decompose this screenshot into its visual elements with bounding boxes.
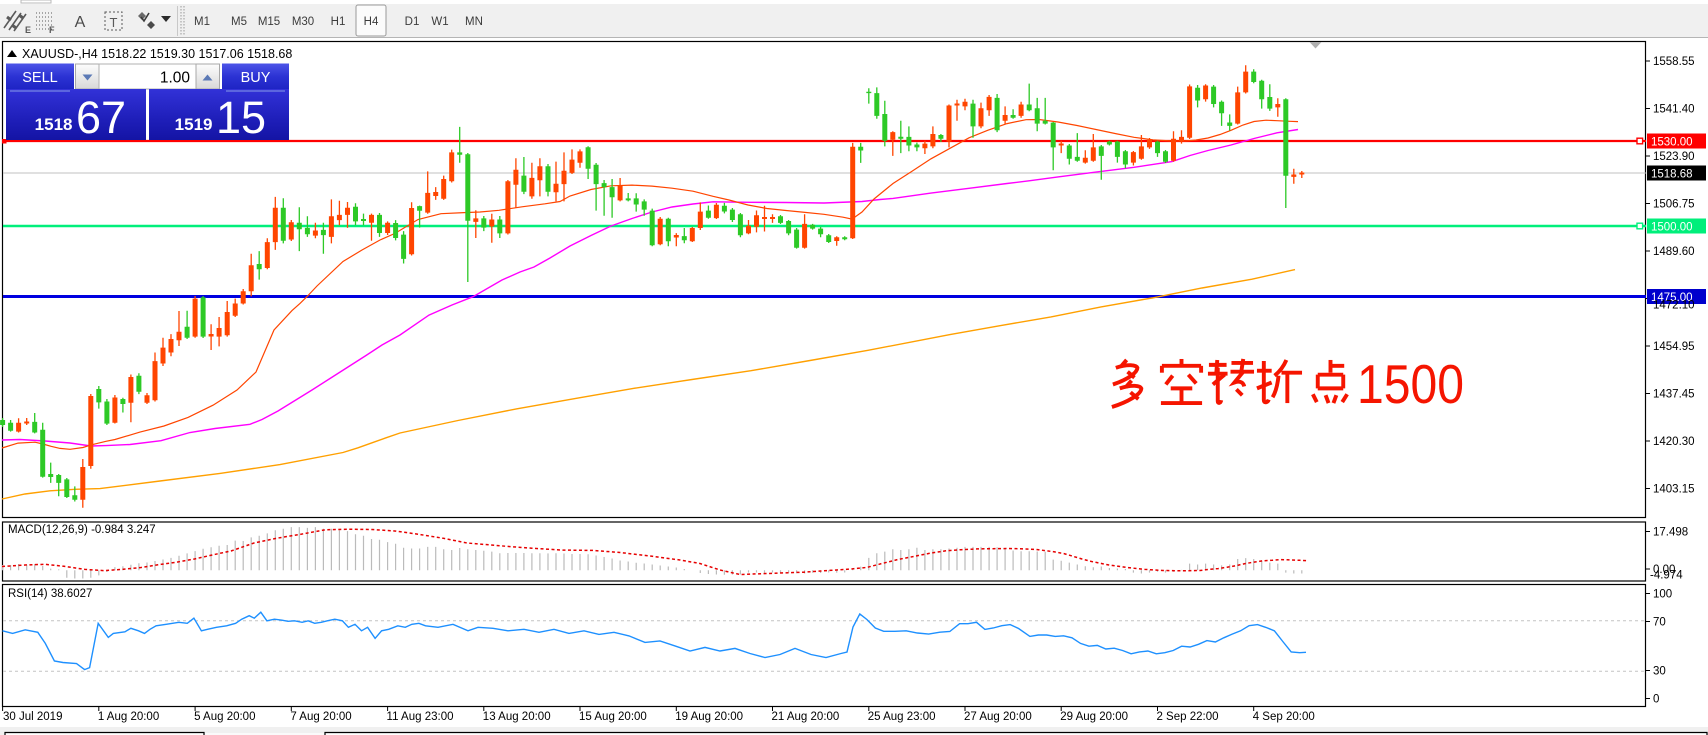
svg-text:100: 100 — [1653, 589, 1672, 601]
svg-text:-4.974: -4.974 — [1650, 570, 1683, 582]
svg-text:1420.30: 1420.30 — [1653, 436, 1695, 448]
svg-text:70: 70 — [1653, 617, 1666, 629]
svg-text:13 Aug 20:00: 13 Aug 20:00 — [483, 711, 551, 723]
svg-text:30: 30 — [1653, 666, 1666, 678]
svg-text:67: 67 — [76, 92, 126, 143]
svg-text:1403.15: 1403.15 — [1653, 484, 1695, 496]
svg-text:1472.10: 1472.10 — [1653, 300, 1695, 312]
svg-text:29 Aug 20:00: 29 Aug 20:00 — [1060, 711, 1128, 723]
svg-text:1489.60: 1489.60 — [1653, 246, 1695, 258]
svg-text:MACD(12,26,9) -0.984 3.247: MACD(12,26,9) -0.984 3.247 — [8, 524, 156, 536]
svg-text:1530.00: 1530.00 — [1651, 137, 1693, 149]
svg-text:1500: 1500 — [1357, 353, 1464, 415]
svg-text:W1: W1 — [431, 16, 448, 28]
svg-text:M30: M30 — [292, 16, 314, 28]
svg-text:1.00: 1.00 — [160, 70, 191, 87]
svg-text:1558.55: 1558.55 — [1653, 56, 1695, 68]
svg-text:1519: 1519 — [175, 115, 213, 134]
svg-text:H4: H4 — [364, 16, 379, 28]
svg-text:1500.00: 1500.00 — [1651, 222, 1693, 234]
svg-text:1523.90: 1523.90 — [1653, 151, 1695, 163]
svg-text:XAUUSD-,H4 1518.22 1519.30 15: XAUUSD-,H4 1518.22 1519.30 1517.06 1518.… — [22, 47, 292, 61]
svg-text:1475.00: 1475.00 — [1651, 292, 1693, 304]
svg-text:1454.95: 1454.95 — [1653, 341, 1695, 353]
svg-text:27 Aug 20:00: 27 Aug 20:00 — [964, 711, 1032, 723]
svg-text:2 Sep 22:00: 2 Sep 22:00 — [1156, 711, 1218, 723]
svg-text:D1: D1 — [405, 16, 420, 28]
svg-text:19 Aug 20:00: 19 Aug 20:00 — [675, 711, 743, 723]
svg-text:H1: H1 — [331, 16, 346, 28]
svg-text:0.00: 0.00 — [1653, 564, 1675, 576]
svg-text:17.498: 17.498 — [1653, 527, 1688, 539]
svg-text:RSI(14) 38.6027: RSI(14) 38.6027 — [8, 588, 92, 600]
svg-text:1541.40: 1541.40 — [1653, 104, 1695, 116]
svg-text:7 Aug 20:00: 7 Aug 20:00 — [290, 711, 351, 723]
svg-text:1518.68: 1518.68 — [1651, 169, 1693, 181]
svg-text:A: A — [75, 14, 86, 31]
svg-text:4 Sep 20:00: 4 Sep 20:00 — [1253, 711, 1315, 723]
svg-text:SELL: SELL — [22, 70, 57, 86]
svg-text:T: T — [110, 15, 118, 30]
svg-text:F: F — [49, 25, 55, 35]
svg-text:M15: M15 — [258, 16, 280, 28]
svg-text:30 Jul 2019: 30 Jul 2019 — [3, 711, 62, 723]
svg-text:1506.75: 1506.75 — [1653, 199, 1695, 211]
svg-text:11 Aug 23:00: 11 Aug 23:00 — [387, 711, 454, 723]
svg-text:M5: M5 — [231, 16, 247, 28]
svg-text:MN: MN — [465, 16, 483, 28]
svg-text:1 Aug 20:00: 1 Aug 20:00 — [98, 711, 159, 723]
svg-text:BUY: BUY — [241, 70, 271, 86]
svg-text:E: E — [25, 25, 31, 35]
svg-text:21 Aug 20:00: 21 Aug 20:00 — [772, 711, 840, 723]
svg-text:M1: M1 — [194, 16, 210, 28]
svg-text:1437.45: 1437.45 — [1653, 389, 1695, 401]
svg-text:5 Aug 20:00: 5 Aug 20:00 — [194, 711, 255, 723]
svg-text:25 Aug 23:00: 25 Aug 23:00 — [868, 711, 936, 723]
svg-text:15 Aug 20:00: 15 Aug 20:00 — [579, 711, 647, 723]
svg-text:0: 0 — [1653, 694, 1659, 706]
svg-text:15: 15 — [216, 92, 266, 143]
svg-text:1518: 1518 — [35, 115, 73, 134]
